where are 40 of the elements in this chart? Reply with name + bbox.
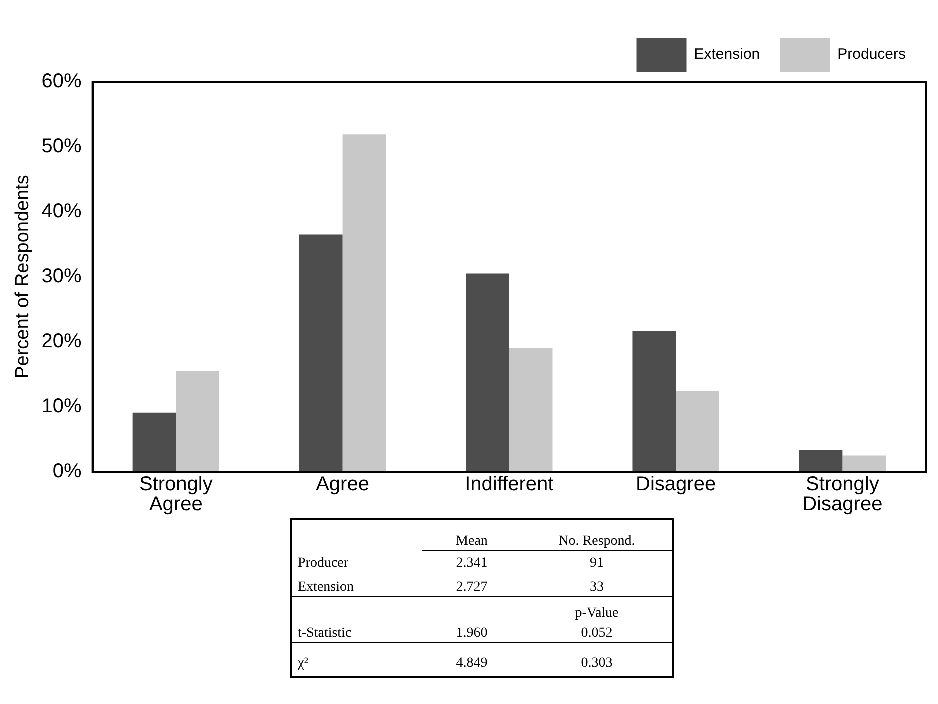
text: χ² bbox=[297, 656, 310, 672]
x-tick-label: Agree bbox=[316, 474, 370, 496]
bar bbox=[509, 348, 553, 472]
text: Mean bbox=[455, 534, 489, 550]
legend-label: Extension bbox=[694, 46, 760, 64]
bar bbox=[632, 330, 676, 472]
y-axis-title: Percent of Respondents bbox=[12, 175, 34, 379]
text: t-Statistic bbox=[297, 626, 353, 642]
x-tick-label: Strongly Disagree bbox=[802, 474, 883, 516]
y-tick-label: 30% bbox=[42, 266, 82, 288]
text: 4.849 bbox=[455, 656, 489, 672]
text: 33 bbox=[589, 580, 605, 596]
bar bbox=[132, 412, 176, 472]
text: 91 bbox=[589, 556, 605, 572]
bar bbox=[842, 456, 886, 472]
y-tick-label: 0% bbox=[52, 460, 82, 483]
text: 0.303 bbox=[580, 656, 614, 672]
bar bbox=[342, 134, 386, 472]
text: Producer bbox=[297, 556, 350, 572]
bar bbox=[176, 371, 220, 472]
y-tick-label: 10% bbox=[42, 396, 82, 418]
text: No. Respond. bbox=[558, 534, 636, 550]
x-tick-label: Strongly Agree bbox=[139, 474, 213, 516]
x-tick-label: Indifferent bbox=[465, 474, 554, 496]
legend-label: Producers bbox=[838, 46, 906, 64]
bar bbox=[466, 274, 510, 472]
bar bbox=[799, 450, 843, 472]
bar bbox=[676, 391, 720, 472]
bar bbox=[299, 234, 343, 472]
y-tick-label: 20% bbox=[42, 330, 82, 353]
text: 0.052 bbox=[580, 626, 614, 642]
text: Extension bbox=[297, 580, 355, 596]
text: 2.727 bbox=[455, 580, 489, 596]
text: 2.341 bbox=[455, 556, 489, 572]
y-tick-label: 40% bbox=[42, 200, 82, 223]
x-tick-label: Disagree bbox=[636, 474, 716, 496]
y-tick-label: 60% bbox=[42, 70, 82, 93]
text: p-Value bbox=[574, 606, 620, 622]
text: 1.960 bbox=[455, 626, 489, 642]
y-tick-label: 50% bbox=[42, 136, 82, 158]
